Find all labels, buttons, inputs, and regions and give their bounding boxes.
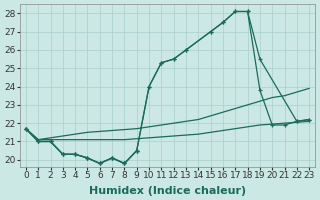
X-axis label: Humidex (Indice chaleur): Humidex (Indice chaleur) [89,186,246,196]
